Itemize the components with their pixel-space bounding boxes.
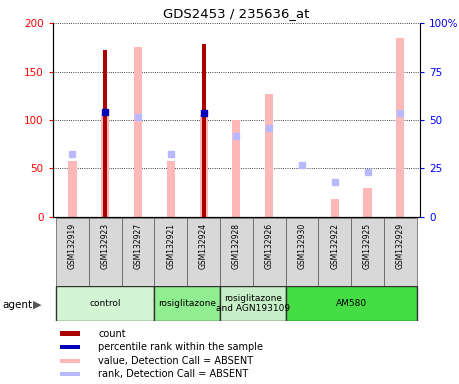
Bar: [330, 199, 339, 217]
Bar: [60, 372, 80, 376]
Text: GSM132921: GSM132921: [166, 223, 175, 269]
Bar: [167, 161, 175, 217]
Bar: [60, 345, 80, 349]
Bar: [56, 218, 89, 286]
Text: ▶: ▶: [33, 300, 42, 310]
Bar: [122, 218, 154, 286]
Bar: [364, 188, 372, 217]
Bar: [232, 120, 241, 217]
Bar: [134, 47, 142, 217]
Bar: [68, 161, 77, 217]
Bar: [285, 286, 417, 321]
Title: GDS2453 / 235636_at: GDS2453 / 235636_at: [163, 7, 309, 20]
Bar: [154, 218, 187, 286]
Bar: [285, 218, 319, 286]
Text: GSM132922: GSM132922: [330, 223, 339, 269]
Bar: [89, 218, 122, 286]
Text: agent: agent: [2, 300, 33, 310]
Bar: [60, 331, 80, 336]
Text: GSM132928: GSM132928: [232, 223, 241, 269]
Text: rank, Detection Call = ABSENT: rank, Detection Call = ABSENT: [98, 369, 249, 379]
Bar: [56, 286, 154, 321]
Text: AM580: AM580: [336, 299, 367, 308]
Bar: [253, 218, 285, 286]
Bar: [60, 359, 80, 363]
Text: GSM132919: GSM132919: [68, 223, 77, 269]
Text: GSM132929: GSM132929: [396, 223, 405, 269]
Bar: [103, 50, 107, 217]
Text: GSM132924: GSM132924: [199, 223, 208, 269]
Text: rosiglitazone
and AGN193109: rosiglitazone and AGN193109: [216, 294, 290, 313]
Text: GSM132925: GSM132925: [363, 223, 372, 269]
Bar: [265, 94, 273, 217]
Text: count: count: [98, 329, 126, 339]
Bar: [202, 45, 206, 217]
Bar: [101, 115, 109, 217]
Text: GSM132923: GSM132923: [101, 223, 110, 269]
Text: rosiglitazone: rosiglitazone: [158, 299, 216, 308]
Bar: [200, 115, 208, 217]
Bar: [154, 286, 220, 321]
Bar: [220, 286, 285, 321]
Bar: [384, 218, 417, 286]
Bar: [396, 38, 404, 217]
Bar: [220, 218, 253, 286]
Text: GSM132930: GSM132930: [297, 223, 307, 270]
Text: control: control: [90, 299, 121, 308]
Bar: [319, 218, 351, 286]
Text: value, Detection Call = ABSENT: value, Detection Call = ABSENT: [98, 356, 253, 366]
Bar: [187, 218, 220, 286]
Text: percentile rank within the sample: percentile rank within the sample: [98, 342, 263, 352]
Text: GSM132927: GSM132927: [134, 223, 143, 269]
Bar: [351, 218, 384, 286]
Text: GSM132926: GSM132926: [265, 223, 274, 269]
